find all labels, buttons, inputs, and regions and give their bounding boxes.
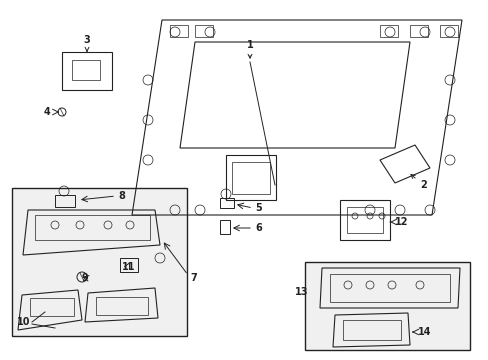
Bar (30, 298, 74, 316)
Bar (55, 195, 75, 207)
Bar (195, 25, 213, 37)
Text: 6: 6 (254, 223, 261, 233)
Text: 7: 7 (190, 273, 196, 283)
Text: 10: 10 (17, 317, 30, 327)
Text: 1: 1 (246, 40, 253, 58)
Text: 2: 2 (410, 175, 426, 190)
Text: 11: 11 (122, 262, 135, 272)
Bar (225, 155, 275, 200)
Text: 8: 8 (118, 191, 124, 201)
Bar (342, 320, 400, 340)
Bar (439, 25, 457, 37)
Bar (305, 262, 469, 350)
Bar (231, 162, 269, 194)
Bar (220, 198, 234, 208)
Text: 3: 3 (83, 35, 90, 51)
Bar (120, 258, 138, 272)
Bar (170, 25, 187, 37)
Bar (35, 215, 150, 240)
Bar (409, 25, 427, 37)
Bar (329, 274, 449, 302)
Bar (220, 220, 229, 234)
Text: 12: 12 (394, 217, 407, 227)
Bar (72, 60, 100, 80)
Text: 9: 9 (81, 273, 88, 283)
Bar (96, 297, 148, 315)
Bar (12, 188, 186, 336)
Text: 14: 14 (417, 327, 430, 337)
Text: 4: 4 (43, 107, 50, 117)
Bar (379, 25, 397, 37)
Text: 13: 13 (294, 287, 307, 297)
Bar (346, 207, 382, 233)
Text: 5: 5 (254, 203, 261, 213)
